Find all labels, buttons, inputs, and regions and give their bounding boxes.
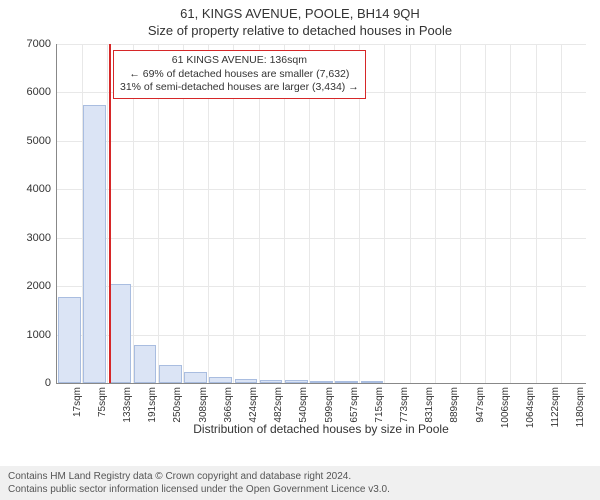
bar (134, 345, 157, 383)
y-tick-label: 0 (45, 377, 57, 389)
gridline-v (435, 44, 436, 383)
x-tick-label: 250sqm (172, 387, 183, 423)
y-tick-label: 6000 (27, 86, 57, 98)
gridline-h (57, 335, 586, 336)
bar (310, 381, 333, 383)
bar (209, 377, 232, 383)
gridline-h (57, 44, 586, 45)
x-tick-label: 424sqm (248, 387, 259, 423)
bar (335, 381, 358, 383)
y-tick-label: 4000 (27, 183, 57, 195)
gridline-h (57, 189, 586, 190)
chart-container: Number of detached properties 0100020003… (0, 40, 600, 438)
bar (235, 379, 258, 383)
plot-area: 0100020003000400050006000700017sqm75sqm1… (56, 44, 586, 384)
bar (58, 297, 81, 383)
x-tick-label: 308sqm (198, 387, 209, 423)
x-tick-label: 75sqm (97, 387, 108, 417)
x-tick-label: 889sqm (449, 387, 460, 423)
gridline-v (536, 44, 537, 383)
annotation-line-2: ← 69% of detached houses are smaller (7,… (120, 68, 359, 82)
x-tick-label: 540sqm (298, 387, 309, 423)
gridline-h (57, 141, 586, 142)
footer: Contains HM Land Registry data © Crown c… (0, 466, 600, 500)
bar (260, 380, 283, 383)
y-tick-label: 7000 (27, 38, 57, 50)
bar (109, 284, 132, 383)
bar (184, 372, 207, 383)
x-tick-label: 715sqm (374, 387, 385, 423)
x-tick-label: 599sqm (324, 387, 335, 423)
bar (285, 380, 308, 383)
gridline-v (561, 44, 562, 383)
annotation-line-3: 31% of semi-detached houses are larger (… (120, 81, 359, 95)
x-tick-label: 17sqm (72, 387, 83, 417)
bar (159, 365, 182, 383)
gridline-v (460, 44, 461, 383)
annotation-line-1: 61 KINGS AVENUE: 136sqm (120, 54, 359, 68)
gridline-h (57, 238, 586, 239)
page-title: 61, KINGS AVENUE, POOLE, BH14 9QH (0, 0, 600, 21)
marker-line (109, 44, 111, 383)
x-tick-label: 773sqm (399, 387, 410, 423)
footer-line-1: Contains HM Land Registry data © Crown c… (8, 470, 592, 483)
y-tick-label: 5000 (27, 135, 57, 147)
x-tick-label: 191sqm (147, 387, 158, 423)
x-tick-label: 831sqm (424, 387, 435, 423)
bar (83, 105, 106, 383)
y-tick-label: 3000 (27, 232, 57, 244)
page-subtitle: Size of property relative to detached ho… (0, 21, 600, 38)
x-axis-label: Distribution of detached houses by size … (56, 422, 586, 436)
bar (361, 381, 384, 383)
x-tick-label: 657sqm (349, 387, 360, 423)
x-tick-label: 482sqm (273, 387, 284, 423)
y-tick-label: 2000 (27, 280, 57, 292)
gridline-v (510, 44, 511, 383)
y-tick-label: 1000 (27, 329, 57, 341)
x-tick-label: 947sqm (475, 387, 486, 423)
gridline-h (57, 286, 586, 287)
x-tick-label: 133sqm (122, 387, 133, 423)
x-tick-label: 366sqm (223, 387, 234, 423)
gridline-v (410, 44, 411, 383)
footer-line-2: Contains public sector information licen… (8, 483, 592, 496)
gridline-v (485, 44, 486, 383)
gridline-v (384, 44, 385, 383)
annotation-box: 61 KINGS AVENUE: 136sqm ← 69% of detache… (113, 50, 366, 99)
